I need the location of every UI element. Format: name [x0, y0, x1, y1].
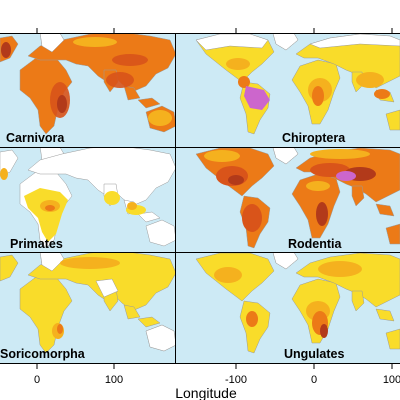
- top-ticks: [36, 28, 393, 33]
- map-chiroptera: [195, 34, 400, 135]
- x-axis-title: Longitude: [175, 385, 237, 400]
- map-rodentia: [195, 148, 400, 249]
- map-ungulates: [195, 253, 400, 354]
- panel-label-chiroptera: Chiroptera: [282, 131, 346, 145]
- tick-label-right-neg100: -100: [225, 374, 247, 386]
- panel-label-carnivora: Carnivora: [6, 131, 65, 145]
- map-primates: [0, 148, 175, 249]
- map-carnivora: [0, 34, 175, 135]
- map-soricomorpha: [0, 253, 175, 354]
- tick-label-left-0: 0: [34, 374, 40, 386]
- panel-label-soricomorpha: Soricomorpha: [0, 347, 86, 361]
- panel-label-rodentia: Rodentia: [288, 237, 343, 251]
- panel-label-primates: Primates: [10, 237, 63, 251]
- panel-frames: [0, 33, 400, 364]
- tick-label-right-100: 100: [383, 374, 400, 386]
- tick-label-left-100: 100: [105, 374, 123, 386]
- panel-label-ungulates: Ungulates: [284, 347, 344, 361]
- tick-label-right-0: 0: [311, 374, 317, 386]
- bottom-ticks: [36, 364, 393, 369]
